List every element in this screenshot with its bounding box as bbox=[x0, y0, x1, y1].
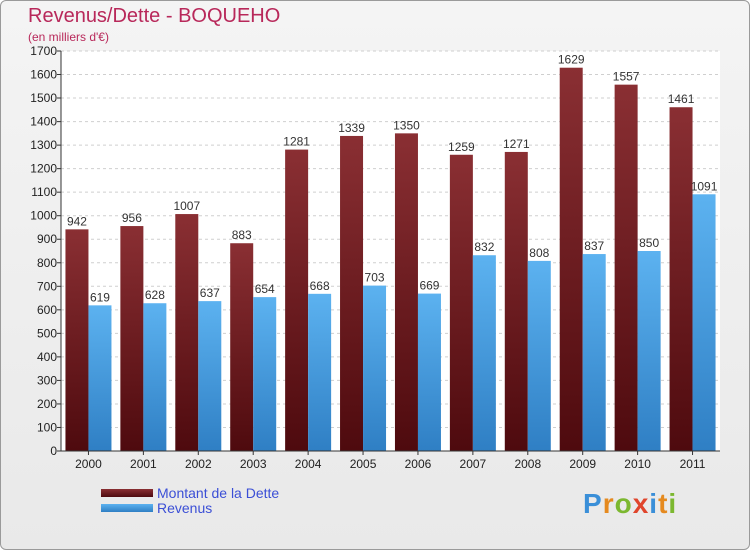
x-tick-label: 2005 bbox=[350, 457, 377, 471]
y-tick-label: 1100 bbox=[31, 185, 57, 199]
y-tick-label: 800 bbox=[37, 256, 57, 270]
x-tick-label: 2001 bbox=[130, 457, 157, 471]
value-label-dette: 1461 bbox=[668, 92, 695, 106]
value-label-dette: 942 bbox=[67, 214, 87, 228]
value-label-dette: 1281 bbox=[283, 135, 310, 149]
value-label-dette: 1557 bbox=[613, 70, 640, 84]
y-tick-label: 100 bbox=[37, 420, 57, 434]
y-tick-label: 1000 bbox=[30, 209, 57, 223]
y-tick-label: 1700 bbox=[30, 44, 57, 58]
y-tick-label: 900 bbox=[37, 232, 57, 246]
bar-revenus bbox=[692, 194, 716, 451]
proxiti-logo: Proxiti bbox=[583, 488, 678, 519]
bar-dette bbox=[230, 243, 254, 451]
bar-dette bbox=[65, 229, 89, 451]
bar-revenus bbox=[88, 305, 112, 451]
value-label-dette: 1629 bbox=[558, 53, 585, 67]
bar-dette bbox=[340, 135, 364, 452]
value-label-revenus: 1091 bbox=[691, 179, 718, 193]
bar-dette bbox=[120, 226, 144, 451]
y-tick-label: 500 bbox=[37, 326, 57, 340]
bar-revenus bbox=[527, 260, 551, 451]
x-tick-label: 2000 bbox=[75, 457, 102, 471]
chart-title: Revenus/Dette - BOQUEHO bbox=[28, 5, 281, 27]
value-label-revenus: 832 bbox=[474, 240, 494, 254]
bar-dette bbox=[449, 154, 473, 451]
value-label-dette: 1271 bbox=[503, 137, 530, 151]
x-tick-label: 2009 bbox=[569, 457, 596, 471]
value-label-revenus: 668 bbox=[310, 279, 330, 293]
bar-revenus bbox=[308, 293, 332, 451]
x-tick-label: 2008 bbox=[514, 457, 541, 471]
chart-subtitle: (en milliers d'€) bbox=[28, 30, 109, 44]
x-tick-label: 2003 bbox=[240, 457, 267, 471]
bar-dette bbox=[504, 151, 528, 452]
value-label-revenus: 808 bbox=[529, 246, 549, 260]
value-label-dette: 1259 bbox=[448, 140, 475, 154]
bar-dette bbox=[669, 107, 693, 451]
bar-revenus bbox=[198, 301, 222, 451]
plot-area bbox=[61, 51, 720, 451]
bar-revenus bbox=[637, 251, 661, 451]
value-label-revenus: 628 bbox=[145, 288, 165, 302]
value-label-revenus: 654 bbox=[255, 282, 275, 296]
legend-label-dette: Montant de la Dette bbox=[157, 485, 280, 501]
x-tick-label: 2006 bbox=[405, 457, 432, 471]
x-tick-label: 2010 bbox=[624, 457, 651, 471]
x-tick-label: 2011 bbox=[680, 457, 706, 471]
bar-dette bbox=[559, 67, 583, 452]
x-tick-label: 2002 bbox=[185, 457, 212, 471]
value-label-revenus: 637 bbox=[200, 286, 220, 300]
bar-revenus bbox=[143, 303, 167, 451]
value-label-revenus: 703 bbox=[365, 271, 385, 285]
bar-revenus bbox=[582, 254, 606, 451]
y-tick-label: 0 bbox=[50, 444, 57, 458]
value-label-dette: 956 bbox=[122, 211, 142, 225]
y-tick-label: 200 bbox=[37, 397, 57, 411]
bar-revenus bbox=[363, 285, 387, 451]
value-label-revenus: 619 bbox=[90, 290, 110, 304]
bar-dette bbox=[285, 149, 309, 451]
value-label-dette: 883 bbox=[232, 228, 252, 242]
value-label-dette: 1007 bbox=[173, 199, 200, 213]
y-tick-label: 1500 bbox=[30, 91, 57, 105]
bar-dette bbox=[175, 214, 199, 451]
y-tick-label: 1300 bbox=[30, 138, 57, 152]
x-tick-label: 2004 bbox=[295, 457, 322, 471]
y-tick-label: 600 bbox=[37, 303, 57, 317]
y-tick-label: 700 bbox=[37, 279, 57, 293]
value-label-dette: 1350 bbox=[393, 118, 420, 132]
value-label-dette: 1339 bbox=[338, 121, 365, 135]
legend-swatch-revenus bbox=[101, 504, 153, 512]
value-label-revenus: 850 bbox=[639, 236, 659, 250]
y-tick-label: 1600 bbox=[30, 68, 57, 82]
bar-revenus bbox=[253, 297, 277, 451]
value-label-revenus: 837 bbox=[584, 239, 604, 253]
legend-label-revenus: Revenus bbox=[157, 500, 213, 516]
value-label-revenus: 669 bbox=[419, 279, 439, 293]
y-tick-label: 300 bbox=[37, 373, 57, 387]
bar-dette bbox=[614, 84, 638, 451]
y-tick-label: 1200 bbox=[30, 162, 57, 176]
legend-swatch-dette bbox=[101, 489, 153, 497]
x-tick-label: 2007 bbox=[460, 457, 487, 471]
y-tick-label: 1400 bbox=[30, 115, 57, 129]
bar-revenus bbox=[472, 255, 496, 451]
y-tick-label: 400 bbox=[37, 350, 57, 364]
bar-dette bbox=[394, 133, 418, 451]
bar-revenus bbox=[417, 293, 441, 451]
